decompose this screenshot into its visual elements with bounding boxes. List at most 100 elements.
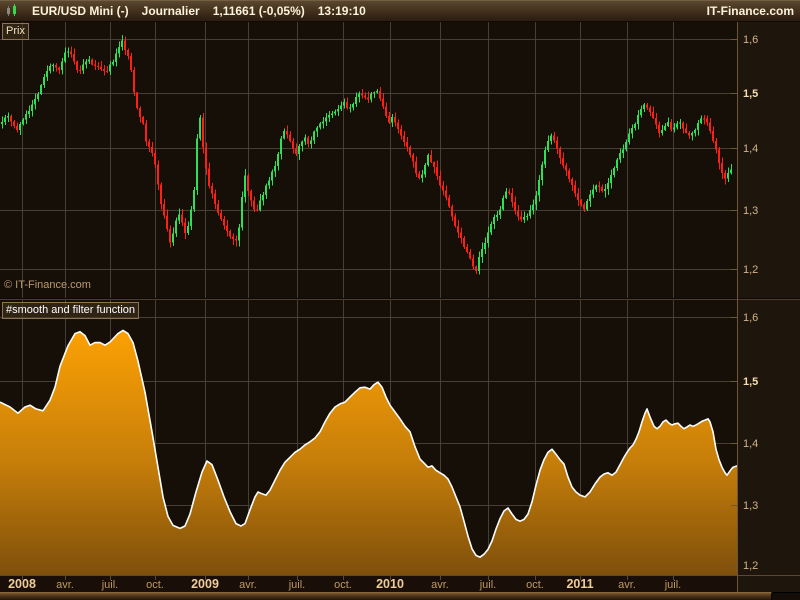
candle-body bbox=[655, 117, 657, 125]
candle-body bbox=[238, 227, 240, 241]
candle-body bbox=[670, 122, 672, 130]
candle-body bbox=[499, 209, 501, 215]
chart-window-titlebar[interactable]: EUR/USD Mini (-) Journalier 1,11661 (-0,… bbox=[0, 0, 800, 22]
watermark: © IT-Finance.com bbox=[4, 279, 91, 291]
candle-body bbox=[7, 115, 9, 118]
candle-body bbox=[337, 108, 339, 112]
candle-body bbox=[721, 162, 723, 174]
candle-body bbox=[223, 219, 225, 226]
candle-body bbox=[466, 247, 468, 252]
candle-body bbox=[247, 175, 249, 191]
candle-body bbox=[88, 59, 90, 62]
candle-body bbox=[442, 185, 444, 191]
quote-time: 13:19:10 bbox=[317, 4, 366, 18]
candle-body bbox=[415, 161, 417, 174]
candle-body bbox=[682, 122, 684, 129]
candle-body bbox=[544, 150, 546, 165]
horizontal-scrollbar-thumb[interactable] bbox=[0, 592, 772, 600]
candle-body bbox=[679, 122, 681, 124]
candle-body bbox=[175, 220, 177, 234]
candle-body bbox=[610, 175, 612, 184]
candle-body bbox=[130, 56, 132, 71]
candle-body bbox=[517, 210, 519, 217]
candle-body bbox=[388, 115, 390, 123]
candle-body bbox=[355, 97, 357, 104]
candle-body bbox=[145, 123, 147, 142]
price-axis-label: 1,2 bbox=[743, 264, 758, 276]
candle-body bbox=[451, 206, 453, 217]
candle-body bbox=[79, 69, 81, 71]
candle-body bbox=[541, 164, 543, 181]
candlestick-icon bbox=[6, 3, 19, 20]
candle-body bbox=[232, 236, 234, 240]
candle-body bbox=[406, 141, 408, 148]
candle-body bbox=[289, 134, 291, 142]
candle-body bbox=[73, 53, 75, 62]
candle-body bbox=[709, 122, 711, 131]
candle-body bbox=[454, 216, 456, 226]
brand-link[interactable]: IT-Finance.com bbox=[706, 4, 794, 18]
candle-body bbox=[475, 266, 477, 271]
candle-body bbox=[460, 232, 462, 239]
candle-body bbox=[427, 155, 429, 165]
candle-body bbox=[10, 115, 12, 122]
candle-body bbox=[169, 229, 171, 243]
candle-body bbox=[595, 185, 597, 190]
candle-body bbox=[76, 61, 78, 70]
candle-body bbox=[550, 135, 552, 142]
horizontal-scrollbar-track[interactable] bbox=[0, 592, 800, 600]
candle-body bbox=[280, 138, 282, 155]
last-quote: 1,11661 (-0,05%) bbox=[212, 4, 305, 18]
candle-body bbox=[31, 104, 33, 112]
candle-body bbox=[202, 117, 204, 148]
candle-body bbox=[685, 128, 687, 133]
candle-body bbox=[637, 114, 639, 124]
candle-body bbox=[310, 140, 312, 145]
candle-body bbox=[604, 188, 606, 192]
time-label: avr. bbox=[618, 579, 636, 591]
candle-body bbox=[136, 92, 138, 108]
candle-body bbox=[583, 204, 585, 210]
candle-body bbox=[571, 178, 573, 185]
candle-body bbox=[40, 84, 42, 94]
candle-body bbox=[514, 201, 516, 211]
candle-body bbox=[106, 70, 108, 72]
candle-body bbox=[400, 128, 402, 136]
candle-body bbox=[712, 130, 714, 142]
instrument-name: EUR/USD Mini (-) bbox=[32, 4, 129, 18]
candle-body bbox=[325, 117, 327, 122]
price-axis-strip[interactable] bbox=[737, 22, 800, 592]
indicator-axis-label: 1,3 bbox=[743, 500, 758, 512]
candle-body bbox=[328, 115, 330, 118]
candle-body bbox=[163, 204, 165, 216]
candle-body bbox=[97, 65, 99, 67]
candle-body bbox=[688, 132, 690, 136]
time-label: oct. bbox=[526, 579, 544, 591]
candle-body bbox=[364, 95, 366, 98]
candle-body bbox=[463, 238, 465, 248]
candle-body bbox=[589, 194, 591, 201]
candle-body bbox=[112, 62, 114, 65]
candle-body bbox=[235, 239, 237, 241]
price-panel-label[interactable]: Prix bbox=[2, 23, 29, 40]
candle-body bbox=[70, 51, 72, 54]
price-panel-surface[interactable] bbox=[0, 22, 737, 298]
candle-body bbox=[118, 47, 120, 54]
candle-body bbox=[592, 189, 594, 195]
candle-body bbox=[109, 64, 111, 72]
candle-body bbox=[346, 102, 348, 109]
chart-area: 1,6 1,5 1,4 1,3 1,2 1,6 1,5 1,4 1,3 1,2 2008 avr. ju… bbox=[0, 22, 800, 592]
indicator-panel-label[interactable]: #smooth and filter function bbox=[2, 302, 140, 319]
candle-body bbox=[553, 135, 555, 141]
candle-body bbox=[154, 152, 156, 165]
candle-body bbox=[301, 141, 303, 146]
candle-body bbox=[565, 165, 567, 171]
candle-body bbox=[139, 107, 141, 118]
candle-body bbox=[532, 204, 534, 211]
candle-body bbox=[271, 171, 273, 181]
time-axis-strip[interactable] bbox=[0, 575, 737, 592]
candle-body bbox=[208, 168, 210, 187]
candle-body bbox=[574, 184, 576, 194]
candle-body bbox=[43, 76, 45, 85]
candle-body bbox=[100, 66, 102, 70]
